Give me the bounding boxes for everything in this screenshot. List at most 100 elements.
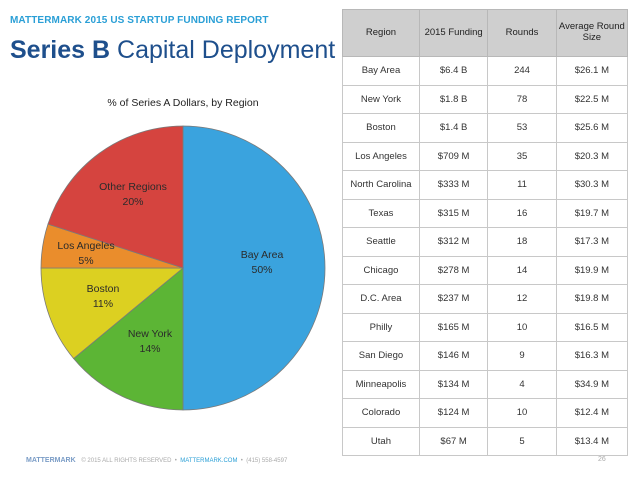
table-body: Bay Area $6.4 B 244 $26.1 M New York $1.8 B 78… bbox=[342, 56, 629, 456]
table-cell: New York bbox=[342, 84, 420, 114]
slice-percent-label: 11% bbox=[93, 298, 113, 310]
table-cell: 10 bbox=[487, 398, 557, 428]
slice-label: Los Angeles bbox=[57, 240, 114, 252]
table-cell: 11 bbox=[487, 170, 557, 200]
table-cell: Chicago bbox=[342, 255, 420, 285]
table-row: Seattle $312 M 18 $17.3 M bbox=[342, 227, 629, 257]
column-header: Rounds bbox=[487, 9, 557, 57]
slice-label: New York bbox=[128, 328, 173, 340]
slice-label: Boston bbox=[87, 283, 120, 295]
table-row: Los Angeles $709 M 35 $20.3 M bbox=[342, 141, 629, 171]
table-cell: 244 bbox=[487, 56, 557, 86]
table-cell: Bay Area bbox=[342, 56, 420, 86]
table-cell: 18 bbox=[487, 227, 557, 257]
table-cell: $12.4 M bbox=[555, 398, 629, 428]
table-row: Texas $315 M 16 $19.7 M bbox=[342, 198, 629, 228]
table-row: New York $1.8 B 78 $22.5 M bbox=[342, 84, 629, 114]
table-cell: $19.8 M bbox=[555, 284, 629, 314]
table-cell: North Carolina bbox=[342, 170, 420, 200]
table-cell: $19.9 M bbox=[555, 255, 629, 285]
table-cell: $1.8 B bbox=[418, 84, 489, 114]
pie-slice-new-york bbox=[73, 267, 184, 411]
table-cell: $333 M bbox=[418, 170, 489, 200]
table-cell: $30.3 M bbox=[555, 170, 629, 200]
table-cell: 10 bbox=[487, 312, 557, 342]
table-cell: $709 M bbox=[418, 141, 489, 171]
table-cell: $26.1 M bbox=[555, 56, 629, 86]
slice-percent-label: 5% bbox=[78, 255, 93, 267]
footer-phone: (415) 558-4597 bbox=[246, 458, 288, 464]
table-cell: $278 M bbox=[418, 255, 489, 285]
table-cell: Minneapolis bbox=[342, 369, 420, 399]
table-cell: Seattle bbox=[342, 227, 420, 257]
table-cell: $134 M bbox=[418, 369, 489, 399]
table-cell: 9 bbox=[487, 341, 557, 371]
table-row: San Diego $146 M 9 $16.3 M bbox=[342, 341, 629, 371]
slice-label: Other Regions bbox=[99, 181, 167, 193]
page-number: 26 bbox=[598, 456, 606, 463]
table-cell: $17.3 M bbox=[555, 227, 629, 257]
table-cell: D.C. Area bbox=[342, 284, 420, 314]
funding-table: Region 2015 Funding Rounds Average Round Si… bbox=[342, 9, 629, 456]
table-cell: $312 M bbox=[418, 227, 489, 257]
slice-percent-label: 50% bbox=[251, 264, 272, 276]
table-cell: 16 bbox=[487, 198, 557, 228]
title-bold: Series B bbox=[10, 36, 111, 64]
slice-percent-label: 14% bbox=[139, 343, 160, 355]
table-cell: Philly bbox=[342, 312, 420, 342]
footer-logo: MATTERMARK bbox=[26, 457, 76, 464]
table-cell: $34.9 M bbox=[555, 369, 629, 399]
footer: MATTERMARK © 2015 ALL RIGHTS RESERVED • … bbox=[26, 457, 288, 464]
report-kicker: MATTERMARK 2015 US STARTUP FUNDING REPOR… bbox=[10, 15, 269, 26]
table-cell: 53 bbox=[487, 113, 557, 143]
table-row: Utah $67 M 5 $13.4 M bbox=[342, 426, 629, 456]
pie-slice-boston bbox=[40, 267, 185, 360]
pie-labels: Bay Area 50% New York 14% Boston 11% Los Angel… bbox=[57, 181, 283, 355]
page-title: Series B Capital Deployment bbox=[10, 36, 335, 65]
table-cell: $22.5 M bbox=[555, 84, 629, 114]
footer-copyright: © 2015 ALL RIGHTS RESERVED bbox=[81, 458, 172, 464]
table-row: Chicago $278 M 14 $19.9 M bbox=[342, 255, 629, 285]
table-cell: $20.3 M bbox=[555, 141, 629, 171]
table-row: Boston $1.4 B 53 $25.6 M bbox=[342, 113, 629, 143]
table-row: D.C. Area $237 M 12 $19.8 M bbox=[342, 284, 629, 314]
table-cell: $1.4 B bbox=[418, 113, 489, 143]
pie-slice-other-regions bbox=[47, 125, 184, 269]
table-cell: $16.3 M bbox=[555, 341, 629, 371]
table-header-row: Region 2015 Funding Rounds Average Round Si… bbox=[342, 9, 629, 57]
table-cell: 35 bbox=[487, 141, 557, 171]
table-cell: $13.4 M bbox=[555, 426, 629, 456]
pie-slice-bay-area bbox=[182, 125, 326, 411]
column-header: Region bbox=[342, 9, 420, 57]
table-cell: $25.6 M bbox=[555, 113, 629, 143]
table-row: Minneapolis $134 M 4 $34.9 M bbox=[342, 369, 629, 399]
slice-label: Bay Area bbox=[241, 249, 284, 261]
table-cell: Los Angeles bbox=[342, 141, 420, 171]
chart-title: % of Series A Dollars, by Region bbox=[107, 97, 258, 109]
table-cell: $19.7 M bbox=[555, 198, 629, 228]
table-cell: 5 bbox=[487, 426, 557, 456]
slice-percent-label: 20% bbox=[122, 196, 143, 208]
table-cell: $6.4 B bbox=[418, 56, 489, 86]
table-cell: Utah bbox=[342, 426, 420, 456]
table-row: North Carolina $333 M 11 $30.3 M bbox=[342, 170, 629, 200]
table-cell: Texas bbox=[342, 198, 420, 228]
table-cell: $67 M bbox=[418, 426, 489, 456]
table-cell: Colorado bbox=[342, 398, 420, 428]
column-header: Average Round Size bbox=[555, 9, 629, 57]
table-row: Bay Area $6.4 B 244 $26.1 M bbox=[342, 56, 629, 86]
table-cell: 4 bbox=[487, 369, 557, 399]
table-cell: $237 M bbox=[418, 284, 489, 314]
table-cell: $146 M bbox=[418, 341, 489, 371]
table-cell: 78 bbox=[487, 84, 557, 114]
pie-slices bbox=[40, 125, 326, 411]
footer-link[interactable]: MATTERMARK.COM bbox=[180, 458, 238, 464]
table-row: Colorado $124 M 10 $12.4 M bbox=[342, 398, 629, 428]
table-row: Philly $165 M 10 $16.5 M bbox=[342, 312, 629, 342]
table-cell: 12 bbox=[487, 284, 557, 314]
table-cell: $124 M bbox=[418, 398, 489, 428]
column-header: 2015 Funding bbox=[418, 9, 489, 57]
table-cell: Boston bbox=[342, 113, 420, 143]
table-cell: San Diego bbox=[342, 341, 420, 371]
table-cell: $315 M bbox=[418, 198, 489, 228]
